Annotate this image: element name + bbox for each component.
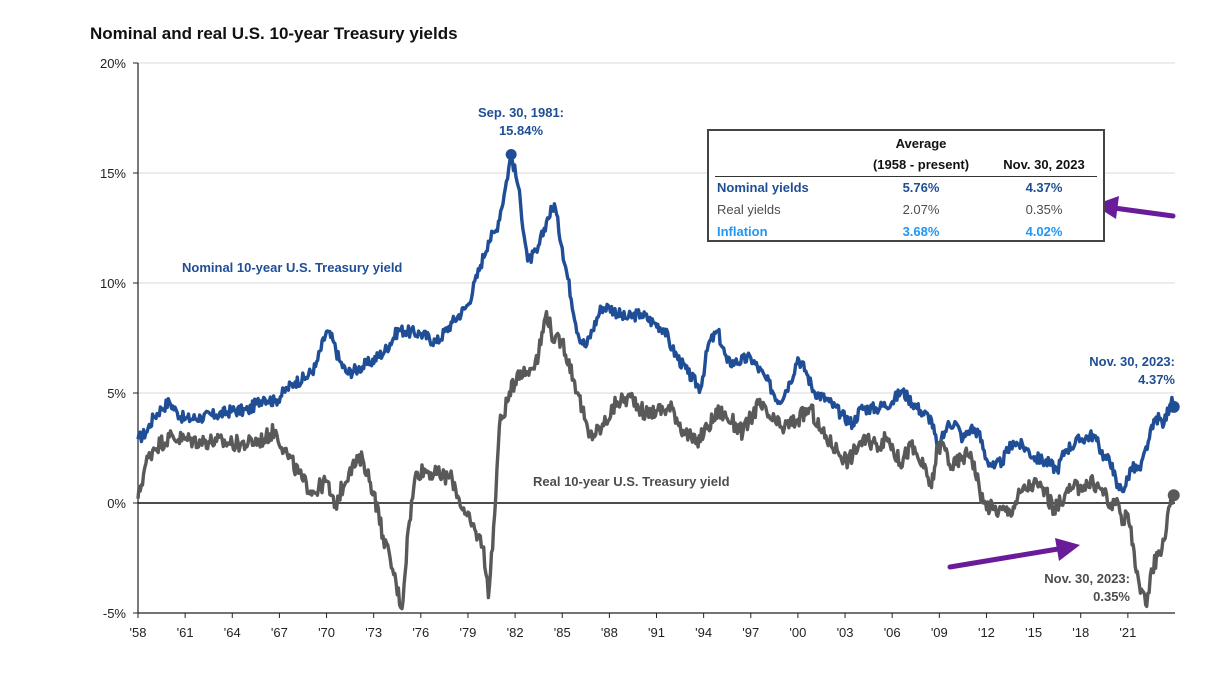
table-row-label: Real yields	[717, 202, 781, 217]
x-tick-label: '03	[837, 625, 854, 640]
real-end-date: Nov. 30, 2023:	[1044, 571, 1130, 586]
x-tick-label: '91	[648, 625, 665, 640]
x-tick-label: '97	[742, 625, 759, 640]
x-tick-label: '12	[978, 625, 995, 640]
arrow-to-real-end	[947, 546, 1061, 570]
real-end-marker	[1167, 489, 1180, 502]
table-header-latest: Nov. 30, 2023	[1003, 157, 1085, 172]
table-header-average: Average	[895, 136, 947, 151]
nominal-series-label: Nominal 10-year U.S. Treasury yield	[182, 260, 402, 275]
series-line-real	[136, 309, 1176, 611]
arrow-to-table-head	[1094, 196, 1119, 219]
table-row-label: Inflation	[717, 224, 768, 239]
x-tick-label: '15	[1025, 625, 1042, 640]
table-row-latest: 4.02%	[1025, 224, 1063, 239]
series-layer	[136, 152, 1176, 611]
x-tick-label: '18	[1072, 625, 1089, 640]
arrow-to-table	[1111, 205, 1176, 219]
x-axis: '58 '61 '64 '67 '70 '73 '76 '79 '82 '85 '88 '91 '94 '…	[130, 612, 1175, 640]
x-tick-label: '58	[130, 625, 147, 640]
x-tick-label: '70	[318, 625, 335, 640]
table-row-average: 3.68%	[902, 224, 940, 239]
real-end-value: 0.35%	[1093, 589, 1130, 604]
table-row-latest: 4.37%	[1025, 180, 1063, 195]
annotations: Sep. 30, 1981: 15.84% Nov. 30, 2023: 4.37% N…	[182, 105, 1180, 604]
y-tick-label: 5%	[107, 386, 126, 401]
table-row-average: 5.76%	[902, 180, 940, 195]
x-tick-label: '85	[554, 625, 571, 640]
peak-date-label: Sep. 30, 1981:	[478, 105, 564, 120]
real-series-label: Real 10-year U.S. Treasury yield	[533, 474, 730, 489]
x-tick-label: '76	[412, 625, 429, 640]
x-tick-label: '61	[177, 625, 194, 640]
y-tick-label: 10%	[100, 276, 126, 291]
table-row-label: Nominal yields	[717, 180, 809, 195]
x-tick-label: '94	[695, 625, 712, 640]
summary-table: Average (1958 - present) Nov. 30, 2023 N…	[707, 129, 1105, 242]
table-row-average: 2.07%	[902, 202, 940, 217]
table-row-latest: 0.35%	[1025, 202, 1063, 217]
series-line-nominal	[136, 152, 1176, 494]
y-tick-label: -5%	[103, 606, 127, 621]
y-tick-label: 0%	[107, 496, 126, 511]
table-rule	[715, 176, 1097, 177]
x-tick-label: '82	[507, 625, 524, 640]
nominal-end-date: Nov. 30, 2023:	[1089, 354, 1175, 369]
chart-title: Nominal and real U.S. 10-year Treasury y…	[90, 24, 458, 43]
y-tick-label: 15%	[100, 166, 126, 181]
nominal-end-marker	[1167, 400, 1180, 413]
x-tick-label: '06	[884, 625, 901, 640]
y-axis: -5% 0% 5% 10% 15% 20%	[100, 56, 1175, 621]
x-tick-label: '67	[271, 625, 288, 640]
x-tick-label: '79	[459, 625, 476, 640]
peak-value-label: 15.84%	[499, 123, 544, 138]
x-tick-label: '88	[601, 625, 618, 640]
x-tick-label: '21	[1119, 625, 1136, 640]
arrow-to-real-end-head	[1055, 538, 1080, 561]
x-tick-label: '64	[224, 625, 241, 640]
nominal-end-value: 4.37%	[1138, 372, 1175, 387]
y-tick-label: 20%	[100, 56, 126, 71]
table-header-average-period: (1958 - present)	[872, 157, 970, 172]
x-tick-label: '09	[931, 625, 948, 640]
peak-marker	[505, 149, 517, 161]
x-tick-label: '73	[365, 625, 382, 640]
x-tick-label: '00	[789, 625, 806, 640]
